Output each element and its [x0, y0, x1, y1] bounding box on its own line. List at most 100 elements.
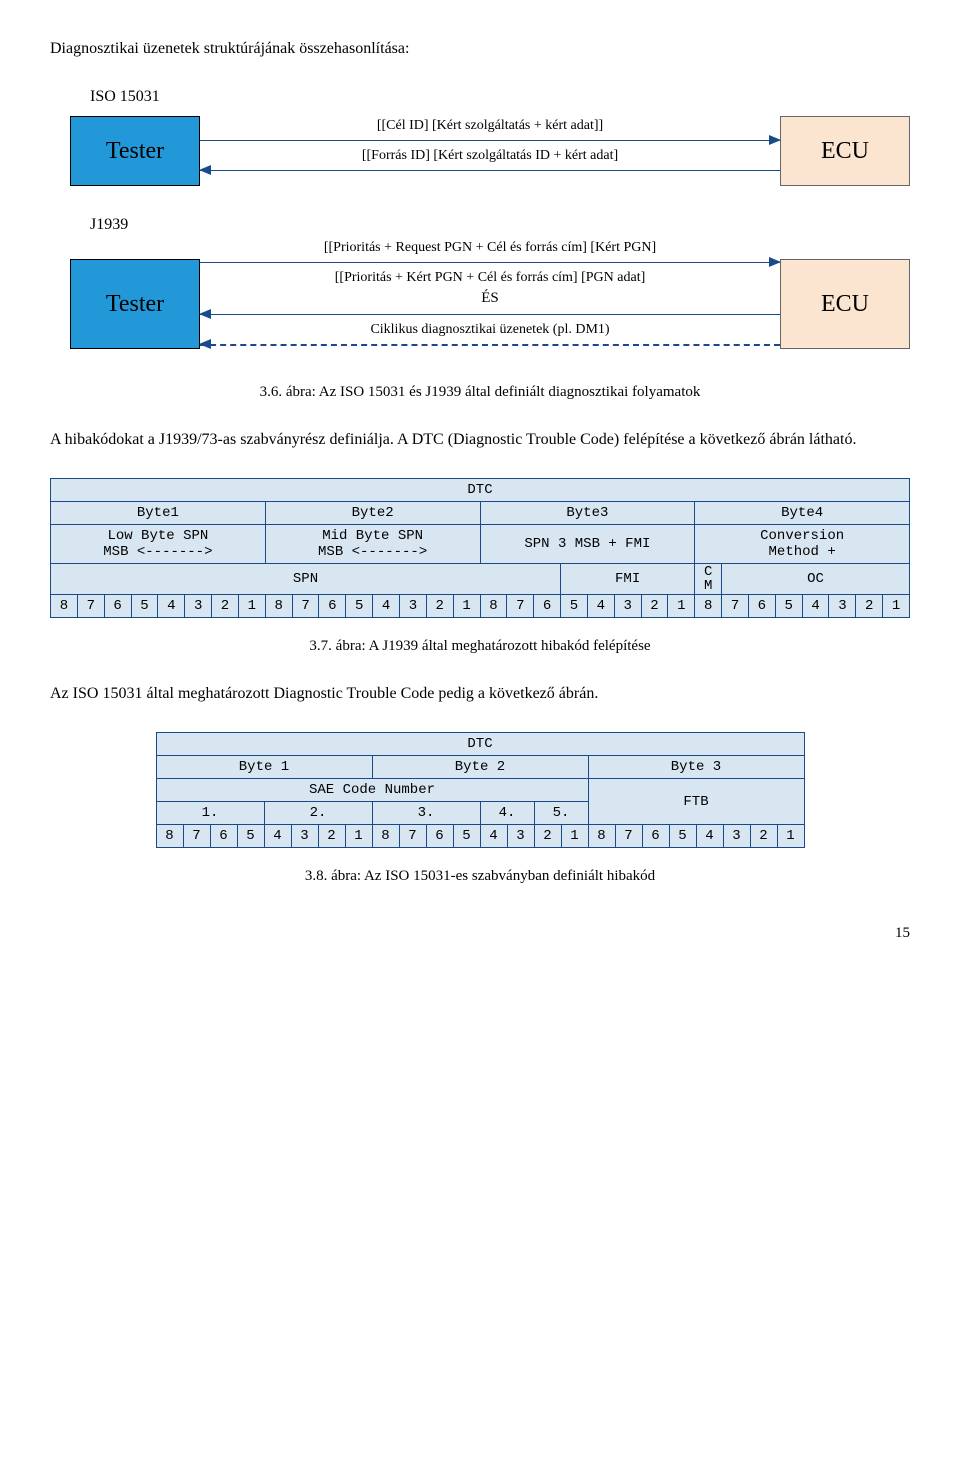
- table-cell: Byte3: [480, 502, 695, 525]
- bit-cell: 4: [158, 595, 185, 618]
- bit-cell: 7: [183, 825, 210, 848]
- bit-cell: 3: [614, 595, 641, 618]
- section-label-j1939: J1939: [90, 216, 910, 234]
- bit-cell: 2: [750, 825, 777, 848]
- bit-cell: 6: [210, 825, 237, 848]
- bit-cell: 6: [426, 825, 453, 848]
- bit-cell: 5: [775, 595, 802, 618]
- bit-cell: 4: [373, 595, 400, 618]
- nibble-cell: 4.: [480, 802, 534, 825]
- caption-36: 3.6. ábra: Az ISO 15031 és J1939 által d…: [50, 384, 910, 401]
- bit-cell: 8: [588, 825, 615, 848]
- ecu-node-2: ECU: [780, 259, 910, 349]
- bit-cell: 6: [104, 595, 131, 618]
- dtc-table-iso15031: DTC Byte 1 Byte 2 Byte 3 SAE Code Number…: [156, 732, 805, 848]
- bit-cell: 7: [615, 825, 642, 848]
- bit-cell: 8: [372, 825, 399, 848]
- bit-cell: 3: [291, 825, 318, 848]
- table-cell: Byte4: [695, 502, 910, 525]
- bit-cell: 2: [212, 595, 239, 618]
- bit-cell: 8: [480, 595, 507, 618]
- bit-cell: 6: [534, 595, 561, 618]
- es-label: ÉS: [200, 290, 780, 307]
- bit-cell: 5: [561, 595, 588, 618]
- bit-cell: 2: [318, 825, 345, 848]
- nibble-cell: 5.: [534, 802, 588, 825]
- bit-cell: 7: [722, 595, 749, 618]
- bit-cell: 1: [345, 825, 372, 848]
- bit-cell: 4: [264, 825, 291, 848]
- caption-38: 3.8. ábra: Az ISO 15031-es szabványban d…: [50, 868, 910, 885]
- bit-cell: 8: [51, 595, 78, 618]
- table-cell: Byte 3: [588, 756, 804, 779]
- diagram-iso15031: Tester [[Cél ID] [Kért szolgáltatás + ké…: [50, 116, 910, 186]
- bit-cell: 4: [587, 595, 614, 618]
- table-cell: Byte1: [51, 502, 266, 525]
- arrow-middle-2: [[Prioritás + Request PGN + Cél és forrá…: [200, 244, 780, 364]
- nibble-cell: 2.: [264, 802, 372, 825]
- bit-cell: 6: [748, 595, 775, 618]
- table-cell: Mid Byte SPN MSB <------->: [265, 525, 480, 564]
- bit-cell: 5: [453, 825, 480, 848]
- table-cell: Byte2: [265, 502, 480, 525]
- bit-cell: 3: [829, 595, 856, 618]
- bit-cell: 1: [777, 825, 804, 848]
- nibble-cell: 1.: [156, 802, 264, 825]
- bit-cell: 7: [399, 825, 426, 848]
- table-cell: Conversion Method +: [695, 525, 910, 564]
- bit-cell: 4: [696, 825, 723, 848]
- bit-cell: 4: [802, 595, 829, 618]
- dtc-title: DTC: [51, 479, 910, 502]
- bit-cell: 3: [185, 595, 212, 618]
- bit-cell: 8: [156, 825, 183, 848]
- tester-node: Tester: [70, 116, 200, 186]
- paragraph-1: A hibakódokat a J1939/73-as szabványrész…: [50, 426, 910, 453]
- msg-top-2: [[Prioritás + Request PGN + Cél és forrá…: [200, 240, 780, 256]
- table-cell: Byte 1: [156, 756, 372, 779]
- bit-cell: 7: [292, 595, 319, 618]
- bit-cell: 2: [426, 595, 453, 618]
- caption-37: 3.7. ábra: A J1939 által meghatározott h…: [50, 638, 910, 655]
- table-cell: SPN 3 MSB + FMI: [480, 525, 695, 564]
- bit-cell: 8: [695, 595, 722, 618]
- oc-cell: OC: [722, 564, 910, 595]
- bit-cell: 5: [669, 825, 696, 848]
- section-label-iso15031: ISO 15031: [90, 88, 910, 106]
- msg-bottom: [[Forrás ID] [Kért szolgáltatás ID + kér…: [200, 148, 780, 164]
- fmi-cell: FMI: [561, 564, 695, 595]
- bit-cell: 1: [883, 595, 910, 618]
- bit-cell: 2: [641, 595, 668, 618]
- ftb-cell: FTB: [588, 779, 804, 825]
- bit-cell: 1: [453, 595, 480, 618]
- bit-cell: 1: [561, 825, 588, 848]
- bit-cell: 1: [668, 595, 695, 618]
- table-cell: Byte 2: [372, 756, 588, 779]
- dtc2-title: DTC: [156, 733, 804, 756]
- bit-cell: 3: [399, 595, 426, 618]
- bit-cell: 3: [507, 825, 534, 848]
- diagram-j1939: Tester [[Prioritás + Request PGN + Cél é…: [50, 244, 910, 364]
- bit-cell: 6: [319, 595, 346, 618]
- bit-cell: 5: [237, 825, 264, 848]
- arrow-middle: [[Cél ID] [Kért szolgáltatás + kért adat…: [200, 116, 780, 186]
- paragraph-2: Az ISO 15031 által meghatározott Diagnos…: [50, 680, 910, 707]
- bit-cell: 4: [480, 825, 507, 848]
- msg-mid-2: [[Prioritás + Kért PGN + Cél és forrás c…: [200, 270, 780, 286]
- nibble-cell: 3.: [372, 802, 480, 825]
- bit-cell: 2: [856, 595, 883, 618]
- bit-cell: 7: [507, 595, 534, 618]
- bit-cell: 6: [642, 825, 669, 848]
- bit-cell: 5: [346, 595, 373, 618]
- msg-bottom-2: Ciklikus diagnosztikai üzenetek (pl. DM1…: [200, 322, 780, 338]
- tester-node-2: Tester: [70, 259, 200, 349]
- cm-cell: C M: [695, 564, 722, 595]
- table-cell: Low Byte SPN MSB <------->: [51, 525, 266, 564]
- page-title: Diagnosztikai üzenetek struktúrájának ös…: [50, 40, 910, 58]
- bit-cell: 1: [238, 595, 265, 618]
- bit-cell: 7: [77, 595, 104, 618]
- ecu-node: ECU: [780, 116, 910, 186]
- bit-cell: 2: [534, 825, 561, 848]
- bit-cell: 8: [265, 595, 292, 618]
- sae-cell: SAE Code Number: [156, 779, 588, 802]
- bit-cell: 5: [131, 595, 158, 618]
